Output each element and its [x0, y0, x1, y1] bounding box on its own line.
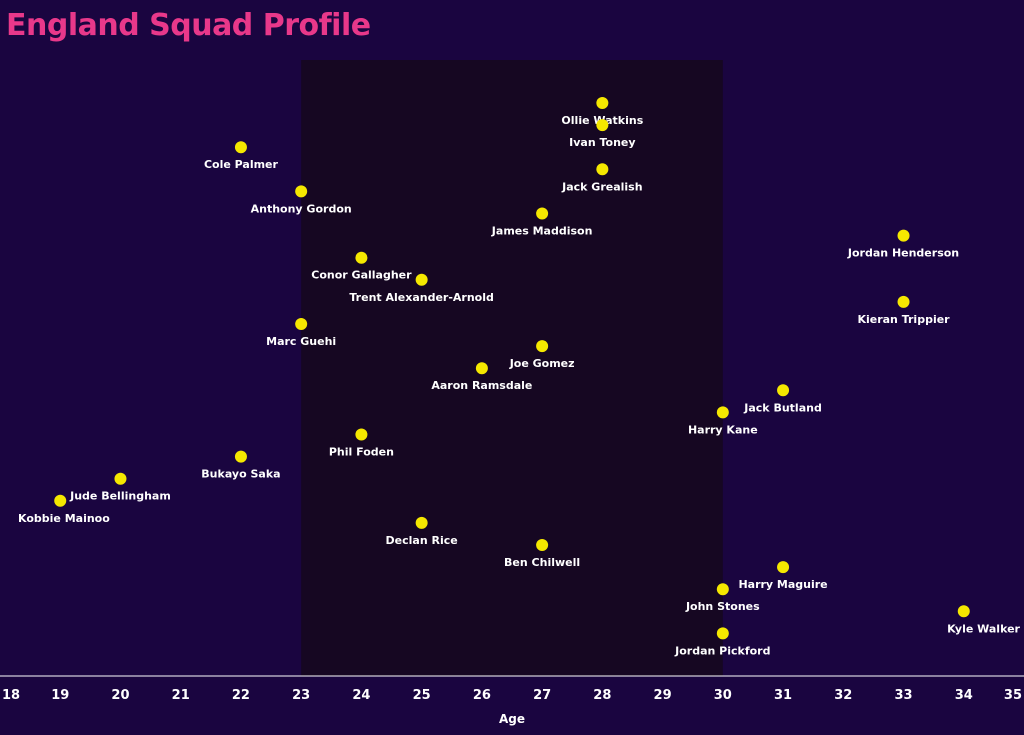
highlight-band — [301, 60, 723, 676]
player-point[interactable]: Declan Rice — [386, 516, 458, 547]
player-label: Joe Gomez — [509, 357, 575, 370]
x-tick-label: 18 — [2, 688, 20, 703]
player-marker[interactable] — [234, 141, 247, 154]
player-label: Trent Alexander-Arnold — [349, 291, 494, 304]
player-point[interactable]: Harry Kane — [688, 406, 758, 436]
player-point[interactable]: Harry Maguire — [738, 561, 828, 591]
player-label: Jude Bellingham — [69, 490, 171, 503]
x-tick-label: 33 — [894, 688, 912, 703]
player-marker[interactable] — [957, 605, 970, 618]
x-tick-label: 21 — [172, 688, 190, 703]
player-point[interactable]: Kyle Walker — [947, 605, 1021, 635]
x-tick-label: 27 — [533, 688, 551, 703]
player-marker[interactable] — [415, 273, 428, 286]
player-point[interactable]: James Maddison — [491, 207, 593, 238]
player-point[interactable]: Phil Foden — [329, 428, 394, 459]
player-point[interactable]: Jordan Pickford — [674, 627, 770, 657]
player-marker[interactable] — [114, 472, 127, 485]
player-marker[interactable] — [536, 539, 549, 551]
player-label: Anthony Gordon — [251, 202, 352, 215]
x-tick-label: 25 — [413, 688, 431, 703]
player-point[interactable]: Jack Butland — [743, 384, 822, 414]
x-tick-label: 19 — [51, 688, 69, 703]
x-tick-label: 29 — [654, 688, 672, 703]
player-label: Jack Butland — [743, 401, 822, 414]
x-tick-label: 32 — [834, 688, 852, 703]
player-marker[interactable] — [777, 561, 790, 574]
player-marker[interactable] — [596, 163, 609, 176]
player-point[interactable]: Jordan Henderson — [847, 229, 959, 260]
player-label: Kobbie Mainoo — [18, 512, 110, 525]
player-marker[interactable] — [295, 318, 308, 330]
player-point[interactable]: Ben Chilwell — [504, 539, 580, 569]
x-tick-label: 20 — [111, 688, 129, 703]
x-tick-label: 31 — [774, 688, 792, 703]
player-point[interactable]: Jude Bellingham — [69, 472, 171, 503]
player-marker[interactable] — [355, 251, 368, 264]
player-marker[interactable] — [716, 627, 729, 640]
player-marker[interactable] — [295, 185, 308, 198]
x-tick-label: 26 — [473, 688, 491, 703]
x-tick-label: 23 — [292, 688, 310, 703]
player-marker[interactable] — [897, 229, 910, 242]
x-tick-label: 34 — [955, 688, 973, 703]
player-marker[interactable] — [536, 207, 549, 220]
player-point[interactable]: Jack Grealish — [561, 163, 643, 193]
player-label: Jack Grealish — [561, 180, 642, 193]
player-marker[interactable] — [596, 119, 609, 132]
player-point[interactable]: Joe Gomez — [509, 340, 575, 370]
x-tick-label: 28 — [593, 688, 611, 703]
player-label: Harry Maguire — [738, 578, 827, 591]
x-tick-label: 35 — [1004, 688, 1022, 703]
player-marker[interactable] — [475, 362, 488, 375]
player-point[interactable]: John Stones — [685, 583, 760, 613]
chart-title: England Squad Profile — [6, 8, 371, 43]
x-tick-label: 22 — [232, 688, 250, 703]
player-point[interactable]: Conor Gallagher — [311, 251, 412, 282]
player-marker[interactable] — [234, 450, 247, 463]
x-axis-ticks: 18 19 20 21 22 23 24 25 26 27 28 29 30 31 32 33 34 35 — [2, 688, 1022, 703]
player-marker[interactable] — [777, 384, 790, 397]
player-point[interactable]: Marc Guehi — [266, 318, 336, 348]
player-marker[interactable] — [536, 340, 549, 353]
player-marker[interactable] — [596, 97, 609, 109]
player-label: Kieran Trippier — [857, 313, 950, 326]
player-label: Phil Foden — [329, 446, 394, 459]
player-label: Marc Guehi — [266, 335, 336, 348]
player-marker[interactable] — [415, 516, 428, 529]
player-label: Cole Palmer — [204, 158, 279, 171]
player-label: Harry Kane — [688, 423, 758, 436]
player-label: Ivan Toney — [569, 136, 635, 149]
x-axis-label: Age — [499, 712, 525, 726]
player-label: Declan Rice — [386, 534, 458, 547]
player-label: James Maddison — [491, 225, 593, 238]
player-point[interactable]: Kieran Trippier — [857, 295, 950, 326]
player-point[interactable]: Ivan Toney — [569, 119, 636, 149]
player-point[interactable]: Aaron Ramsdale — [431, 362, 532, 392]
player-point[interactable]: Bukayo Saka — [201, 450, 281, 481]
player-label: John Stones — [685, 600, 760, 613]
x-tick-label: 24 — [352, 688, 370, 703]
player-point[interactable]: Anthony Gordon — [251, 185, 352, 215]
player-label: Jordan Henderson — [847, 247, 959, 260]
player-marker[interactable] — [355, 428, 368, 441]
player-label: Kyle Walker — [947, 622, 1020, 635]
player-point[interactable]: Trent Alexander-Arnold — [349, 273, 494, 304]
player-point[interactable]: Kobbie Mainoo — [18, 494, 110, 525]
player-marker[interactable] — [716, 583, 729, 596]
player-label: Bukayo Saka — [201, 468, 280, 481]
player-label: Aaron Ramsdale — [431, 379, 532, 392]
player-marker[interactable] — [716, 406, 729, 419]
player-marker[interactable] — [897, 295, 910, 308]
player-marker[interactable] — [54, 494, 67, 507]
x-tick-label: 30 — [714, 688, 732, 703]
player-label: Ben Chilwell — [504, 556, 580, 569]
player-point[interactable]: Cole Palmer — [204, 141, 279, 171]
player-label: Conor Gallagher — [311, 269, 412, 282]
player-label: Jordan Pickford — [674, 644, 770, 657]
